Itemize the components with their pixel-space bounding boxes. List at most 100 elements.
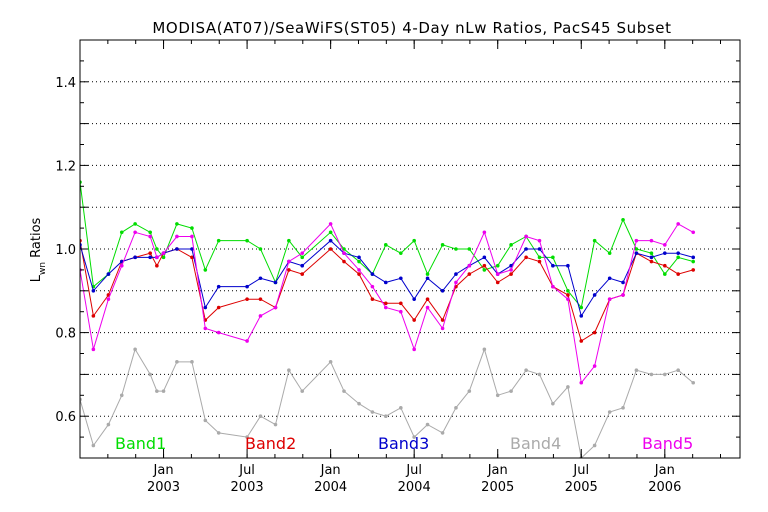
- data-point: [133, 255, 137, 260]
- data-point: [190, 255, 194, 260]
- data-point: [663, 272, 667, 276]
- data-point: [425, 272, 430, 276]
- data-point: [634, 251, 639, 255]
- data-point: [383, 305, 388, 310]
- data-point: [495, 280, 500, 285]
- data-point: [370, 272, 375, 276]
- data-point: [342, 389, 346, 393]
- data-point: [287, 238, 291, 243]
- data-point: [190, 234, 194, 239]
- data-point: [357, 268, 361, 272]
- x-tick-month: Jul: [572, 463, 589, 478]
- data-point: [216, 238, 221, 243]
- series-line: [80, 240, 694, 342]
- x-tick-month: Jan: [153, 463, 174, 478]
- data-point: [175, 247, 179, 251]
- data-point: [495, 263, 500, 268]
- data-point: [649, 259, 654, 264]
- data-point: [579, 339, 584, 343]
- series-line: [80, 239, 694, 318]
- x-tick-year: 2005: [481, 480, 514, 495]
- data-point: [287, 368, 291, 373]
- data-point: [495, 393, 500, 398]
- data-point: [454, 280, 458, 285]
- x-tick-year: 2004: [398, 480, 431, 495]
- data-point: [370, 297, 375, 301]
- series-band3: [80, 238, 696, 318]
- data-point: [148, 372, 152, 377]
- data-point: [509, 389, 513, 393]
- data-point: [607, 297, 612, 301]
- data-point: [258, 314, 263, 318]
- data-point: [621, 293, 625, 297]
- data-point: [258, 414, 263, 419]
- data-point: [245, 297, 249, 301]
- data-point: [551, 255, 555, 260]
- data-point: [106, 422, 111, 427]
- data-point: [148, 251, 152, 255]
- data-point: [440, 243, 445, 247]
- data-point: [342, 247, 346, 251]
- data-point: [592, 364, 597, 368]
- data-point: [300, 389, 305, 393]
- data-point: [440, 318, 445, 322]
- data-point: [245, 435, 249, 439]
- data-point: [440, 289, 445, 293]
- data-point: [161, 251, 166, 255]
- data-point: [621, 406, 625, 410]
- data-point: [300, 272, 305, 276]
- data-point: [216, 284, 221, 289]
- legend-label: Band5: [642, 434, 693, 453]
- data-point: [634, 238, 639, 243]
- data-point: [691, 380, 696, 385]
- data-point: [607, 410, 612, 414]
- axis-ticks: 0.6 0.8 1.0 1.2 1.4 Jan 2003 Jul 2003 Jan 2004 Jul 2…: [55, 39, 740, 495]
- data-point: [106, 297, 111, 301]
- data-point: [649, 238, 654, 243]
- data-point: [216, 431, 221, 435]
- x-tick-month: Jan: [487, 463, 508, 478]
- series-line: [80, 347, 694, 458]
- data-point: [467, 389, 472, 393]
- data-point: [566, 263, 570, 268]
- data-point: [467, 263, 472, 268]
- data-point: [119, 230, 124, 235]
- data-point: [440, 326, 445, 331]
- data-point: [551, 401, 555, 406]
- data-point: [148, 255, 152, 260]
- data-point: [203, 305, 208, 310]
- data-point: [467, 247, 472, 251]
- data-point: [412, 347, 416, 352]
- data-point: [621, 217, 625, 222]
- data-point: [551, 263, 555, 268]
- data-point: [203, 418, 208, 423]
- data-point: [155, 263, 159, 268]
- legend: Band1 Band2 Band3 Band4 Band5: [115, 434, 693, 453]
- x-tick-year: 2006: [648, 480, 681, 495]
- data-point: [287, 268, 291, 272]
- data-point: [357, 255, 361, 260]
- data-point: [691, 268, 696, 272]
- data-point: [579, 380, 584, 385]
- data-point: [91, 443, 96, 448]
- x-tick-month: Jul: [405, 463, 422, 478]
- data-point: [357, 401, 361, 406]
- data-point: [537, 247, 542, 251]
- data-point: [440, 431, 445, 435]
- data-point: [190, 360, 194, 364]
- data-point: [175, 360, 179, 364]
- data-point: [509, 263, 513, 268]
- data-point: [245, 238, 249, 243]
- data-point: [579, 305, 584, 310]
- data-point: [524, 247, 528, 251]
- data-point: [537, 238, 542, 243]
- chart-title: MODISA(AT07)/SeaWiFS(ST05) 4-Day nLw Rat…: [152, 19, 671, 37]
- data-point: [161, 389, 166, 393]
- x-tick-month: Jan: [320, 463, 341, 478]
- data-point: [482, 230, 487, 235]
- data-point: [155, 389, 159, 393]
- data-point: [537, 255, 542, 260]
- data-point: [245, 284, 249, 289]
- x-tick-year: 2004: [314, 480, 347, 495]
- series-band2: [80, 238, 696, 343]
